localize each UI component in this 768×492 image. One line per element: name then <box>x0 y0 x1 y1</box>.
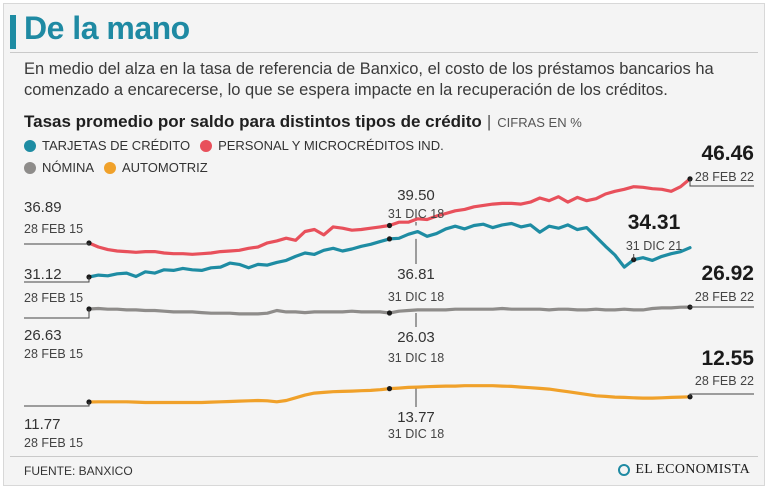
data-point-marker <box>387 386 392 391</box>
data-label-date: 31 DIC 18 <box>388 351 444 365</box>
logo-text: EL ECONOMISTA <box>635 462 750 478</box>
leader-line <box>24 402 89 406</box>
data-label-value: 46.46 <box>701 142 754 165</box>
infographic: De la mano En medio del alza en la tasa … <box>3 3 765 486</box>
data-label-date: 28 FEB 15 <box>24 291 83 305</box>
data-point-marker <box>387 310 392 315</box>
data-label-value: 34.31 <box>628 211 681 234</box>
data-label-value: 12.55 <box>701 347 754 370</box>
data-label-date: 28 FEB 22 <box>695 170 754 184</box>
bottom-divider <box>10 456 758 457</box>
publisher-logo: EL ECONOMISTA <box>618 462 750 478</box>
series-line-0 <box>89 224 690 278</box>
data-label-value: 11.77 <box>24 416 60 433</box>
data-label-date: 31 DIC 18 <box>388 290 444 304</box>
line-chart: 31.12 28 FEB 15 36.81 31 DIC 18 34.31 31 DIC … <box>4 4 765 486</box>
data-label-date: 28 FEB 15 <box>24 436 83 450</box>
source-note: FUENTE: BANXICO <box>24 464 133 478</box>
data-point-marker <box>387 236 392 241</box>
data-label-date: 28 FEB 15 <box>24 222 83 236</box>
data-label-value: 26.03 <box>397 329 435 346</box>
data-label-value: 39.50 <box>397 187 435 204</box>
data-label-date: 28 FEB 22 <box>695 290 754 304</box>
data-label-date: 31 DIC 18 <box>388 207 444 221</box>
leader-line <box>24 243 89 244</box>
data-label-date: 28 FEB 15 <box>24 347 83 361</box>
leader-line <box>24 309 89 318</box>
data-label-value: 26.92 <box>701 262 754 285</box>
leader-line <box>690 394 754 397</box>
data-label-value: 36.81 <box>397 266 435 283</box>
data-point-marker <box>387 223 392 228</box>
data-label-date: 28 FEB 22 <box>695 374 754 388</box>
data-label-date: 31 DIC 18 <box>388 427 444 441</box>
data-label-value: 13.77 <box>397 409 435 426</box>
data-label-value: 31.12 <box>24 266 62 283</box>
data-label-value: 26.63 <box>24 327 62 344</box>
logo-globe-icon <box>618 464 630 476</box>
data-label-value: 36.89 <box>24 199 62 216</box>
data-label-date: 31 DIC 21 <box>626 239 682 253</box>
